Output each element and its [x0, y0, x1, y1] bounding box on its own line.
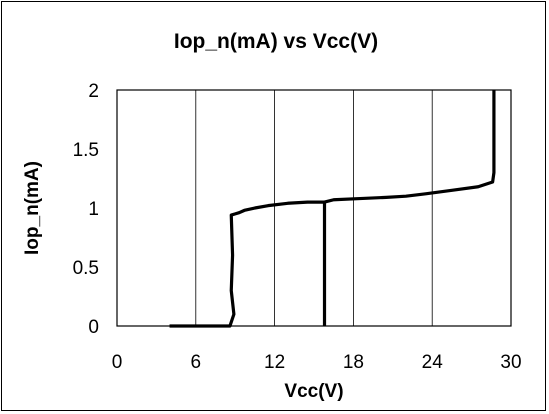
y-tick-label: 0.5 — [73, 258, 99, 279]
x-tick-label: 0 — [112, 352, 123, 373]
y-tick-label: 1.5 — [73, 140, 99, 161]
plot-area — [116, 89, 512, 327]
y-tick-label: 1 — [88, 199, 99, 220]
x-tick-label: 18 — [343, 352, 364, 373]
x-tick-label: 30 — [500, 352, 521, 373]
series-line — [169, 90, 496, 328]
x-tick-label: 24 — [422, 352, 444, 373]
y-tick-label: 0 — [88, 317, 99, 338]
series-lines — [169, 90, 496, 328]
chart-title: Iop_n(mA) vs Vcc(V) — [174, 30, 378, 53]
x-tick-label: 6 — [191, 352, 202, 373]
gridlines — [195, 90, 433, 326]
tick-labels: 0 6 12 18 24 30 0 0.5 1 1.5 2 — [73, 81, 522, 373]
y-axis-title: Iop_n(mA) — [22, 161, 43, 255]
y-tick-label: 2 — [88, 81, 99, 102]
x-axis-title: Vcc(V) — [284, 381, 343, 402]
x-tick-label: 12 — [264, 352, 285, 373]
